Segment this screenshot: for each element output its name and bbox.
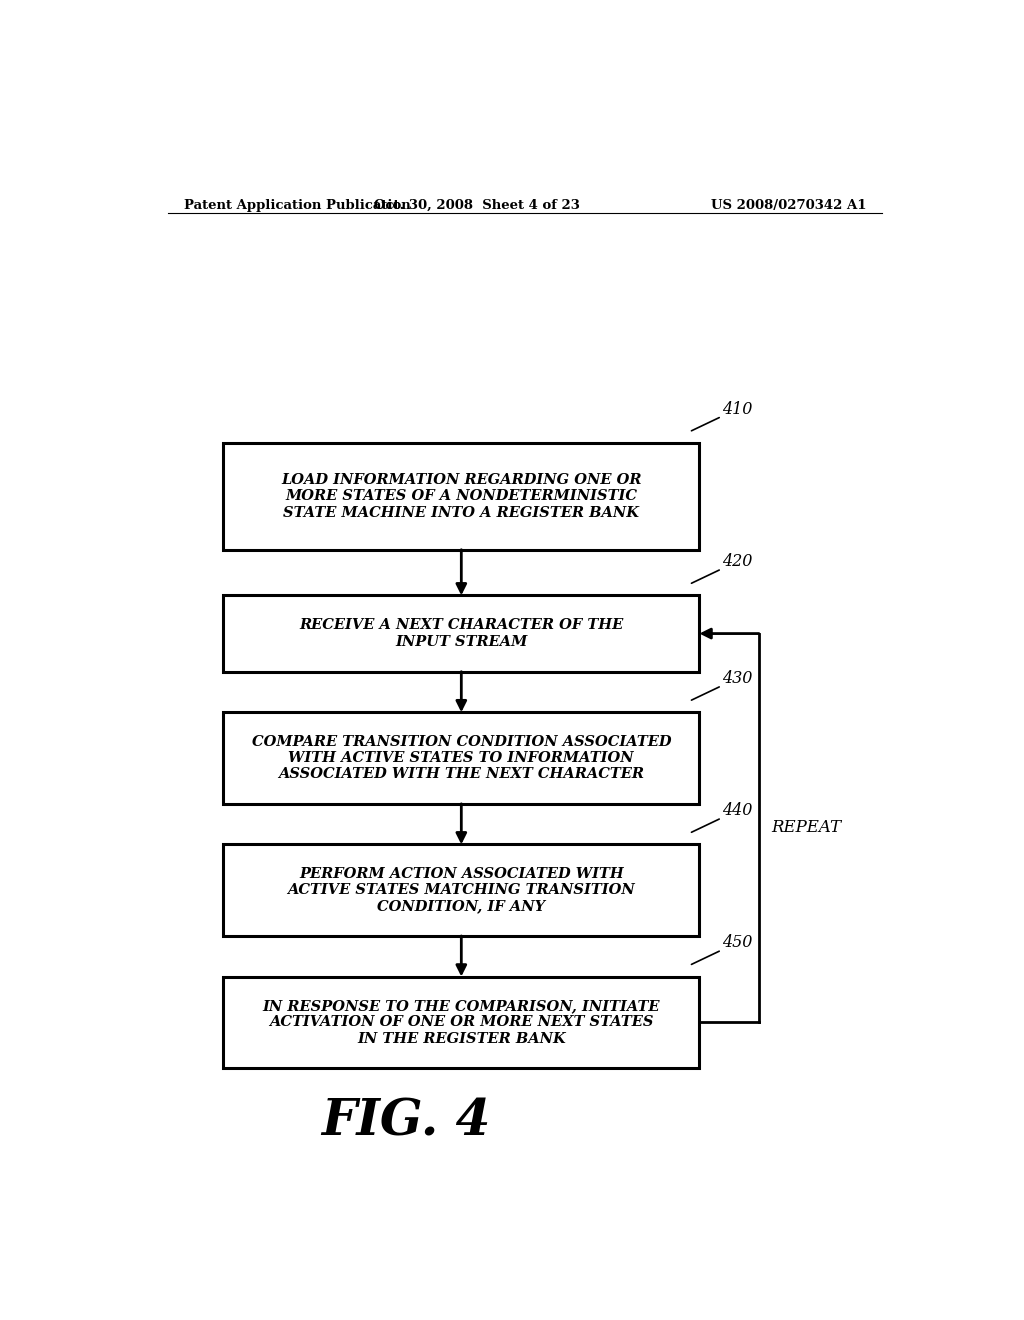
Bar [223, 977, 699, 1068]
Text: 440: 440 [722, 803, 752, 818]
Text: 450: 450 [722, 935, 752, 952]
Text: COMPARE TRANSITION CONDITION ASSOCIATED
WITH ACTIVE STATES TO INFORMATION
ASSOCI: COMPARE TRANSITION CONDITION ASSOCIATED … [252, 735, 671, 781]
Text: Oct. 30, 2008  Sheet 4 of 23: Oct. 30, 2008 Sheet 4 of 23 [374, 198, 581, 211]
Text: 420: 420 [722, 553, 752, 570]
Bar [223, 713, 699, 804]
Text: IN RESPONSE TO THE COMPARISON, INITIATE
ACTIVATION OF ONE OR MORE NEXT STATES
IN: IN RESPONSE TO THE COMPARISON, INITIATE … [262, 999, 660, 1045]
Bar [223, 595, 699, 672]
Text: 430: 430 [722, 671, 752, 686]
Text: FIG. 4: FIG. 4 [322, 1097, 490, 1147]
Text: RECEIVE A NEXT CHARACTER OF THE
INPUT STREAM: RECEIVE A NEXT CHARACTER OF THE INPUT ST… [299, 619, 624, 648]
Bar [223, 845, 699, 936]
Text: 410: 410 [722, 400, 752, 417]
Text: REPEAT: REPEAT [771, 820, 841, 837]
Text: LOAD INFORMATION REGARDING ONE OR
MORE STATES OF A NONDETERMINISTIC
STATE MACHIN: LOAD INFORMATION REGARDING ONE OR MORE S… [281, 473, 642, 520]
Text: PERFORM ACTION ASSOCIATED WITH
ACTIVE STATES MATCHING TRANSITION
CONDITION, IF A: PERFORM ACTION ASSOCIATED WITH ACTIVE ST… [288, 867, 635, 913]
Bar [223, 444, 699, 549]
Text: US 2008/0270342 A1: US 2008/0270342 A1 [711, 198, 866, 211]
Text: Patent Application Publication: Patent Application Publication [183, 198, 411, 211]
